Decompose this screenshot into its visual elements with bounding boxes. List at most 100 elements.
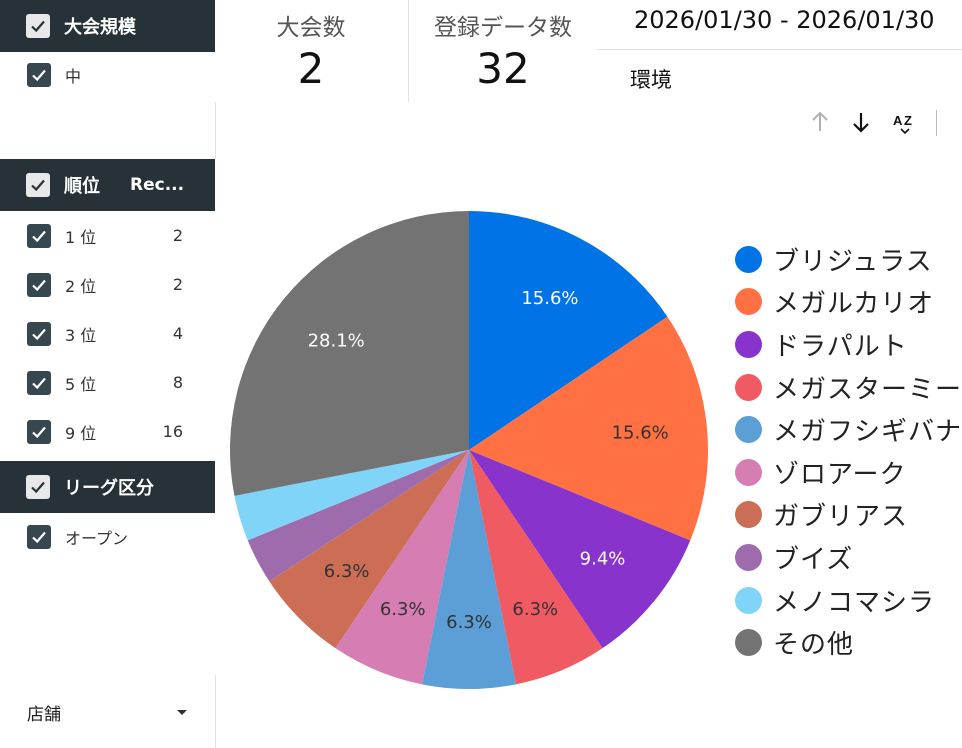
legend-swatch <box>735 245 762 273</box>
legend-item[interactable]: ゾロアーク <box>735 451 962 494</box>
legend-item[interactable]: メノコマシラ <box>735 579 962 622</box>
filter-title-size: 大会規模 <box>64 17 136 38</box>
legend-item[interactable]: ブイズ <box>735 536 962 579</box>
filter-item-count: 2 <box>172 226 183 245</box>
pie-slice[interactable] <box>422 450 516 689</box>
legend-swatch <box>735 543 762 571</box>
filter-item-rank[interactable]: 1 位 2 <box>0 211 215 260</box>
checkbox-icon[interactable] <box>27 321 51 346</box>
checkbox-icon[interactable] <box>26 475 50 499</box>
date-range-picker[interactable]: 2026/01/30 - 2026/01/30 <box>634 6 935 34</box>
slice-data-label: 9.4% <box>580 549 626 570</box>
legend-label: ブイズ <box>773 544 854 575</box>
sort-az-icon[interactable]: A Z <box>892 110 918 141</box>
filter-item-count: 16 <box>162 422 183 441</box>
pie-slice[interactable] <box>234 450 469 541</box>
legend-label: ゾロアーク <box>773 459 907 490</box>
pie-slice[interactable] <box>469 450 691 649</box>
chart-legend: ブリジュラス メガルカリオ ドラパルトメガスターミー メガフシギバナ ゾロアークガブリア… <box>735 238 962 664</box>
legend-swatch <box>735 629 762 657</box>
filter-header-rank[interactable]: 順位 Rec... <box>0 159 215 211</box>
legend-label: ガブリアス <box>773 502 909 533</box>
legend-label: その他 <box>773 630 855 661</box>
legend-label: ドラパルト <box>773 331 908 362</box>
sort-descending-icon[interactable] <box>850 110 872 139</box>
scorecard-label: 大会数 <box>276 15 346 41</box>
legend-item[interactable]: ドラパルト <box>735 323 962 366</box>
scorecard-tournaments: 大会数 2 <box>240 8 382 93</box>
legend-label: メガフシギバナ <box>773 417 962 448</box>
filter-column-record[interactable]: Rec... <box>130 175 185 195</box>
legend-swatch <box>735 373 762 401</box>
filter-item-open[interactable]: オープン <box>0 512 215 561</box>
legend-item[interactable]: ガブリアス <box>735 494 962 537</box>
legend-label: メガスターミー <box>773 374 962 405</box>
scorecard-value: 2 <box>297 44 325 93</box>
checkbox-icon[interactable] <box>27 62 51 87</box>
filter-item-label: 3 位 <box>65 325 97 345</box>
filter-item-label: 1 位 <box>65 227 97 247</box>
checkbox-icon[interactable] <box>26 14 50 38</box>
checkbox-icon[interactable] <box>27 419 51 444</box>
checkbox-icon[interactable] <box>27 370 51 395</box>
legend-swatch <box>735 501 762 529</box>
slice-data-label: 6.3% <box>446 612 492 633</box>
filter-item-label: 9 位 <box>65 423 97 443</box>
legend-swatch <box>735 458 762 486</box>
divider <box>408 0 409 102</box>
store-dropdown[interactable]: 店舗 <box>27 697 187 727</box>
filter-item-rank[interactable]: 3 位 4 <box>0 309 215 358</box>
store-dropdown-label: 店舗 <box>27 704 61 725</box>
checkbox-icon[interactable] <box>27 524 51 549</box>
pie-slice[interactable] <box>469 316 708 541</box>
filter-title-league: リーグ区分 <box>64 478 154 499</box>
svg-text:Z: Z <box>904 113 912 128</box>
filter-item-label: オープン <box>65 528 129 548</box>
legend-item[interactable]: メガフシギバナ <box>735 408 962 451</box>
checkbox-icon[interactable] <box>26 173 50 197</box>
legend-item[interactable]: ブリジュラス <box>735 238 962 281</box>
divider <box>597 49 962 50</box>
svg-text:A: A <box>893 113 903 128</box>
pie-slice[interactable] <box>269 450 469 649</box>
scorecard-records: 登録データ数 32 <box>432 8 574 93</box>
filter-item-label: 中 <box>65 66 82 86</box>
filter-header-size[interactable]: 大会規模 <box>0 0 215 52</box>
legend-swatch <box>735 416 762 444</box>
legend-label: メガルカリオ <box>773 289 935 320</box>
slice-data-label: 6.3% <box>512 599 558 620</box>
divider <box>936 110 937 136</box>
slice-data-label: 6.3% <box>380 599 426 620</box>
legend-item[interactable]: メガルカリオ <box>735 281 962 324</box>
filter-item-rank[interactable]: 9 位 16 <box>0 407 215 456</box>
legend-item[interactable]: その他 <box>735 621 962 664</box>
filter-item-label: 2 位 <box>65 276 97 296</box>
legend-label: メノコマシラ <box>773 587 936 618</box>
legend-swatch <box>735 586 762 614</box>
pie-slice[interactable] <box>469 450 603 685</box>
filter-item-medium[interactable]: 中 <box>0 50 215 99</box>
legend-swatch <box>735 288 762 316</box>
legend-label: ブリジュラス <box>773 246 933 277</box>
pie-slice[interactable] <box>230 211 469 496</box>
divider <box>215 102 216 159</box>
pie-slice[interactable] <box>247 450 469 582</box>
checkbox-icon[interactable] <box>27 223 51 248</box>
pie-slice[interactable] <box>335 450 469 685</box>
scorecard-label: 登録データ数 <box>434 15 572 41</box>
filter-header-league[interactable]: リーグ区分 <box>0 461 215 513</box>
slice-data-label: 15.6% <box>612 422 669 443</box>
sort-ascending-icon[interactable] <box>809 110 831 139</box>
filter-item-rank[interactable]: 5 位 8 <box>0 358 215 407</box>
filter-item-label: 5 位 <box>65 374 97 394</box>
chevron-down-icon <box>177 709 187 715</box>
legend-item[interactable]: メガスターミー <box>735 366 962 409</box>
checkbox-icon[interactable] <box>27 272 51 297</box>
pie-slice[interactable] <box>469 211 668 450</box>
slice-data-label: 6.3% <box>324 561 370 582</box>
environment-label: 環境 <box>630 68 672 92</box>
legend-swatch <box>735 330 762 358</box>
divider <box>215 675 216 748</box>
filter-item-rank[interactable]: 2 位 2 <box>0 260 215 309</box>
